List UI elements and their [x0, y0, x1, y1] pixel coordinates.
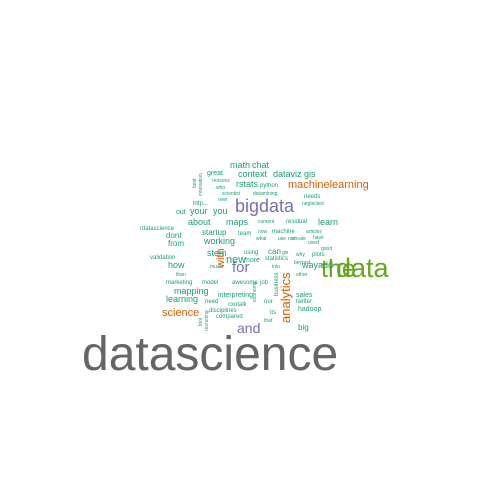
word-why: why — [296, 252, 305, 258]
word-music: music — [210, 264, 224, 270]
word-analytics: analytics — [278, 272, 293, 323]
word-other: other — [296, 272, 308, 278]
word-interpreting: interpreting — [218, 292, 253, 299]
word-team: team — [238, 231, 251, 237]
word-out: out — [176, 209, 186, 216]
word-now: now — [258, 229, 268, 235]
word-residual: residual — [286, 219, 307, 225]
word-compared: compared — [216, 314, 243, 320]
word-statistics: statistics — [265, 256, 288, 262]
word-maps: maps — [226, 217, 249, 227]
word-economy: economy — [252, 281, 258, 302]
word-science: science — [162, 307, 199, 319]
word-cxotalk: cxotalk — [228, 302, 248, 308]
word-about: about — [188, 217, 211, 227]
word-our: our — [264, 299, 273, 305]
word-model: model — [202, 280, 218, 286]
word-python: python — [260, 183, 278, 189]
word-machinelearning: machinelearning — [288, 179, 369, 191]
word-validation: validation — [150, 255, 175, 261]
word-for: for — [232, 259, 250, 276]
word-you: you — [213, 206, 228, 216]
word-machine: machine — [272, 229, 295, 235]
word-sales: sales — [296, 292, 313, 299]
word-disciplines: disciplines — [209, 308, 237, 314]
word-math: math — [230, 160, 250, 170]
word-can: can — [268, 247, 281, 256]
word-big: big — [298, 323, 309, 332]
word-add: add — [318, 260, 333, 270]
word-gis: gis — [282, 250, 289, 256]
word-need: need — [205, 299, 218, 305]
word-have: have — [313, 235, 324, 241]
word-needs: needs — [304, 194, 320, 200]
word-rdatascience: rdatascience — [140, 226, 175, 232]
word-what: what — [256, 236, 267, 242]
word-mapping: mapping — [174, 286, 209, 296]
word-that: that — [264, 318, 273, 324]
word-bigdata: bigdata — [235, 196, 295, 216]
word-twitter: twitter — [296, 299, 312, 305]
word-stem: stem — [207, 248, 227, 258]
word-way: way — [301, 260, 319, 270]
word-business: business — [274, 272, 280, 296]
word-use: use — [278, 236, 286, 242]
word-neglected: neglected — [302, 201, 324, 207]
word-datascience: datascience — [82, 328, 338, 381]
word-more: more — [244, 257, 260, 264]
word-learning: learning — [166, 294, 198, 304]
word-and: and — [237, 320, 260, 336]
word-beyond: beyond — [294, 260, 311, 266]
word-from: from — [168, 239, 184, 248]
word-job: job — [259, 280, 269, 286]
word-the: the — [321, 255, 356, 283]
word-with: with — [215, 248, 227, 269]
word-than: than — [176, 272, 186, 278]
word-learn: learn — [318, 217, 338, 227]
word-awesome: awesome — [232, 280, 258, 286]
word-create: create — [292, 236, 306, 242]
word-over: over — [218, 197, 228, 203]
word-working: working — [203, 236, 235, 246]
word-who: who — [216, 185, 225, 191]
word-good: good — [321, 246, 332, 252]
word-rstats: rstats — [236, 179, 259, 189]
word-new: new — [226, 254, 246, 266]
word-startup: startup — [202, 228, 227, 237]
word-recruiting: recruiting — [204, 310, 210, 331]
word-data: data — [336, 253, 390, 283]
word-best: best — [192, 178, 198, 188]
word-dont: dont — [166, 231, 182, 240]
word-context: context — [238, 169, 268, 179]
word-how: how — [168, 260, 185, 270]
word-its: its — [270, 310, 276, 316]
word-your: your — [190, 206, 208, 216]
word-gis: gis — [304, 169, 316, 179]
word-datamining: datamining — [253, 191, 278, 197]
word-hadoop: hadoop — [298, 306, 321, 313]
word-scientist: scientist — [222, 191, 241, 197]
word-content: content — [258, 219, 275, 225]
word-using: using — [244, 250, 258, 256]
word-into: into — [272, 264, 280, 270]
word-tool: tool — [198, 318, 204, 326]
word-not: not — [288, 236, 296, 242]
word-great: great — [207, 170, 223, 177]
word-dataviz: dataviz — [273, 169, 302, 179]
word-articles: articles — [306, 229, 322, 235]
word-innovation: innovation — [198, 173, 204, 196]
word-chat: chat — [252, 160, 270, 170]
word-reasons: reasons — [212, 178, 230, 184]
word-used: used — [308, 240, 319, 246]
word-http: http... — [193, 201, 208, 207]
word-marketing: marketing — [166, 280, 192, 286]
word-plots: plots — [312, 252, 325, 258]
